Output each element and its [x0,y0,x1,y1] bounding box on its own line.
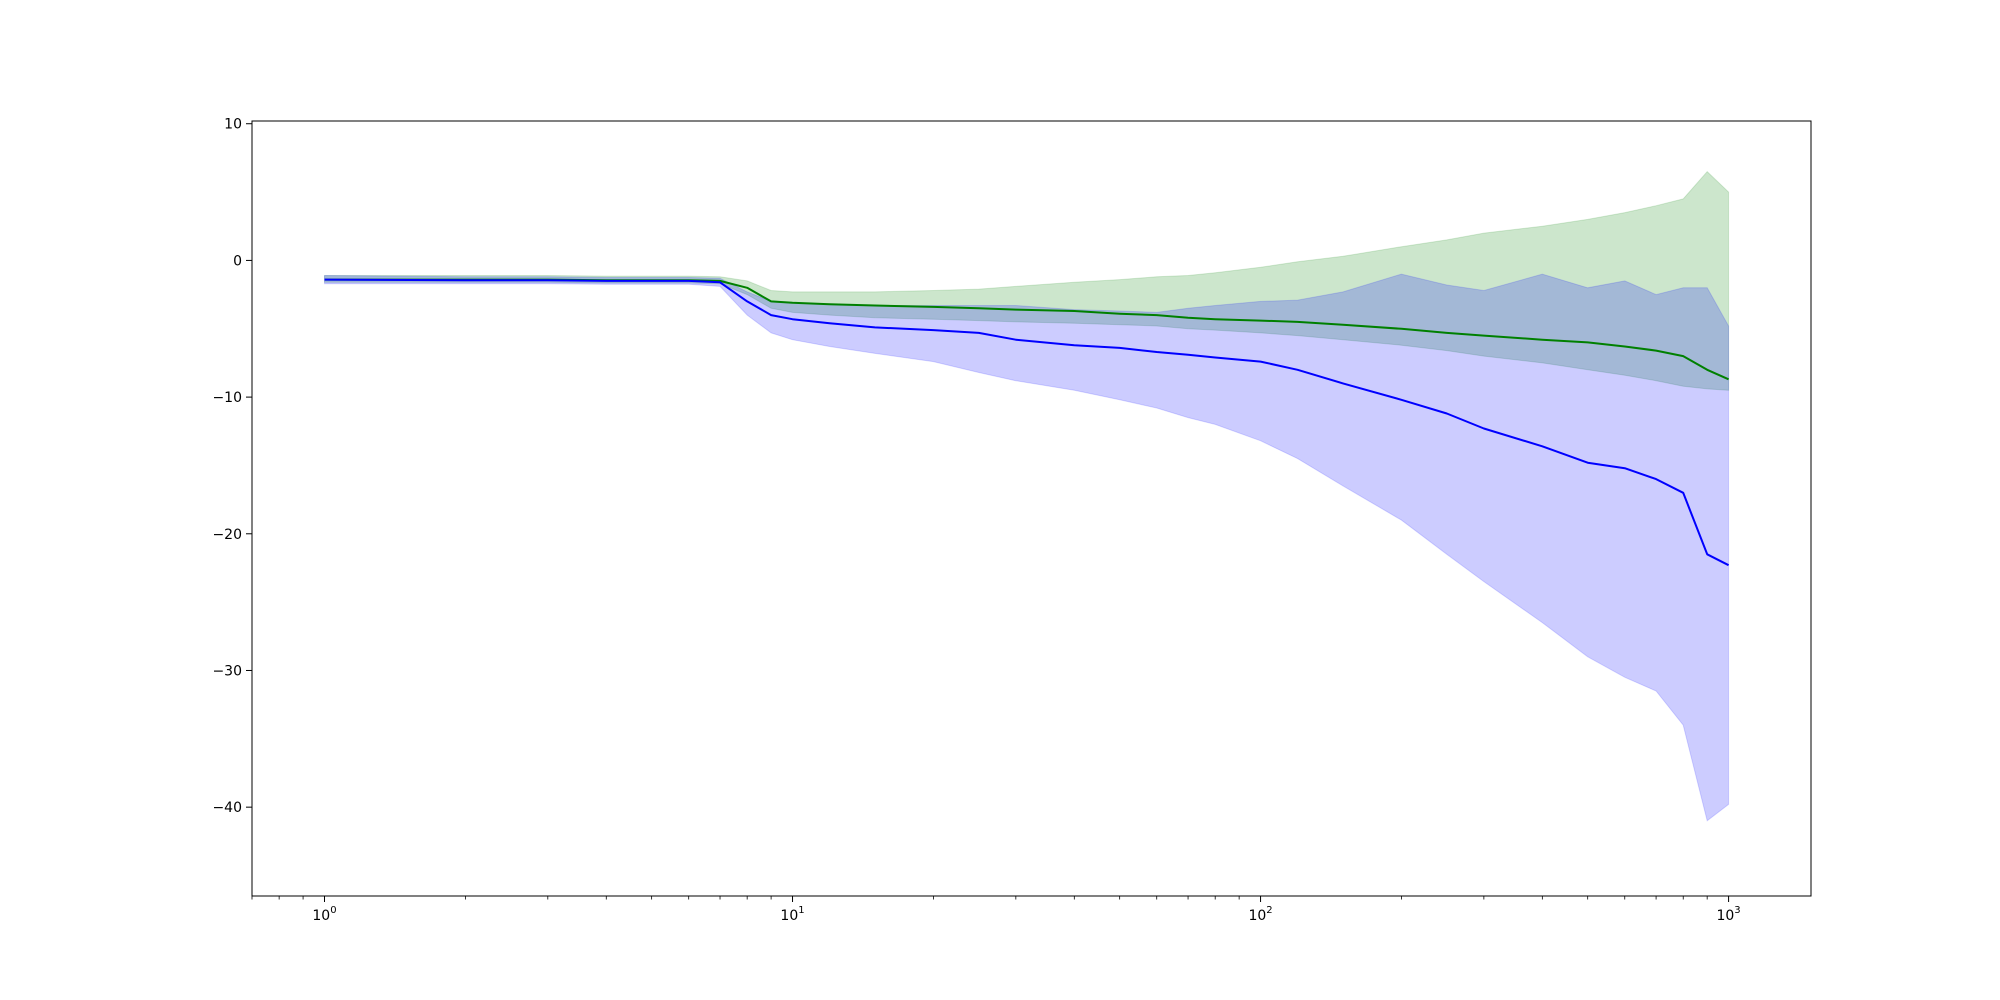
x-tick-label: 102 [1248,905,1272,924]
y-tick-label: 10 [224,117,242,133]
x-tick-label: 100 [312,905,336,924]
series-0-band [324,170,1730,391]
y-tick-label: −20 [212,527,242,543]
series-lines [324,278,1730,567]
y-tick-label: −30 [212,663,242,679]
x-tick-label: 101 [780,905,804,924]
x-tick-label: 103 [1716,905,1740,924]
plot-frame [251,120,1812,897]
y-axis: 10 0 −10 −20 −30 −40 [212,117,252,816]
x-axis: 100 101 102 103 [251,896,1741,924]
y-tick-label: −40 [212,800,242,816]
y-tick-label: 0 [233,253,242,269]
series-1-line [324,278,1730,567]
y-tick-label: −10 [212,390,242,406]
